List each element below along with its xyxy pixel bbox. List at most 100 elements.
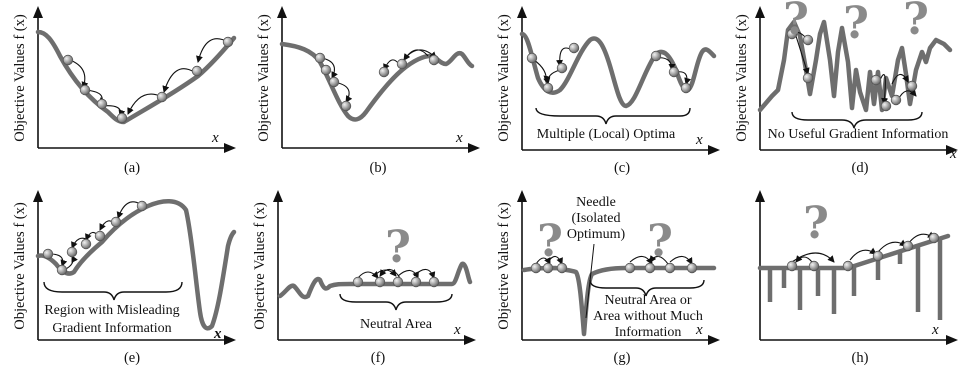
panel-d-question-mark-2: ? bbox=[843, 0, 869, 49]
panel-b-ball bbox=[320, 64, 332, 76]
panel-e-caption: (e) bbox=[124, 350, 140, 366]
panel-a-ball bbox=[79, 84, 91, 96]
panel-a-arrow-1 bbox=[69, 59, 89, 89]
panel-f: Objective Values f (x) x ? Neutral Area … bbox=[252, 190, 476, 366]
panel-h-ball bbox=[808, 260, 820, 272]
panel-d-question-mark-3: ? bbox=[903, 0, 929, 45]
panel-d-caption: (d) bbox=[852, 160, 869, 176]
panel-d-annotation: No Useful Gradient Information bbox=[768, 127, 949, 142]
panel-g-y-arrowhead bbox=[517, 190, 527, 202]
panel-b-ball bbox=[378, 66, 390, 78]
panel-h-ball bbox=[786, 260, 798, 272]
panel-e-brace bbox=[43, 281, 183, 301]
panel-h-ball bbox=[872, 250, 884, 262]
panel-b-y-arrowhead bbox=[277, 6, 287, 18]
panel-d: Objective Values f (x) x ? ? ? No Useful… bbox=[734, 0, 958, 176]
panel-c-arrow-3 bbox=[543, 69, 561, 85]
panel-h-ball bbox=[842, 260, 854, 272]
panel-a-ball bbox=[156, 91, 168, 103]
panel-f-caption: (f) bbox=[371, 350, 386, 366]
panel-a-ball bbox=[62, 54, 74, 66]
panel-c-ball bbox=[680, 82, 692, 94]
panel-h-ball bbox=[902, 240, 914, 252]
panel-a-y-label: Objective Values f (x) bbox=[12, 14, 28, 142]
panel-e-landscape-curve bbox=[35, 199, 237, 331]
panel-c-ball bbox=[650, 50, 662, 62]
panel-g-x-label: x bbox=[695, 322, 703, 338]
panel-f-brace bbox=[339, 293, 453, 311]
panel-d-x-label: x bbox=[949, 146, 957, 162]
panel-f-x-arrowhead bbox=[464, 335, 476, 345]
panel-e-y-label: Objective Values f (x) bbox=[12, 202, 28, 330]
panel-c-ball bbox=[668, 66, 680, 78]
panel-h-arrow-1 bbox=[791, 252, 835, 263]
panel-a-caption: (a) bbox=[124, 160, 140, 176]
panel-d-ball bbox=[870, 74, 882, 86]
panel-g-neutral-line-3: Information bbox=[615, 325, 682, 340]
panel-f-arrow-1 bbox=[357, 271, 379, 279]
panel-g-arrow-2 bbox=[547, 255, 563, 265]
panel-b-landscape-curve bbox=[279, 41, 475, 122]
panel-a-arrow-6 bbox=[127, 93, 161, 115]
panel-e-y-arrowhead bbox=[33, 190, 43, 202]
panel-c-y-arrowhead bbox=[517, 6, 527, 18]
panel-b-caption: (b) bbox=[370, 160, 387, 176]
panel-d-arrow-4 bbox=[891, 73, 909, 85]
panel-b-ball bbox=[328, 76, 340, 88]
panel-a-ball bbox=[96, 98, 108, 110]
panel-f-x-label: x bbox=[453, 322, 461, 338]
panel-e-arrow-6 bbox=[116, 201, 141, 219]
panel-e-annotation-line-1: Region with Misleading bbox=[44, 303, 179, 318]
panel-b-ball bbox=[340, 100, 352, 112]
panel-f-question-mark: ? bbox=[385, 222, 411, 273]
panel-g-y-label: Objective Values f (x) bbox=[496, 202, 512, 330]
panel-g-brace bbox=[589, 279, 705, 297]
panel-c-ball bbox=[526, 52, 538, 64]
panel-e-ball bbox=[136, 200, 148, 212]
panel-h-arrow-3 bbox=[849, 247, 877, 261]
panel-d-ball bbox=[802, 34, 814, 46]
panel-b-ball bbox=[396, 58, 408, 70]
panel-a-ball bbox=[191, 65, 203, 77]
panel-d-ball bbox=[880, 100, 892, 112]
panel-g-ball bbox=[644, 262, 656, 274]
panel-a-ball bbox=[222, 36, 234, 48]
panel-d-brace bbox=[791, 111, 923, 129]
panel-f-annotation: Neutral Area bbox=[360, 317, 433, 332]
panel-g-ball bbox=[686, 262, 698, 274]
panel-e-ball bbox=[56, 264, 68, 276]
panel-d-ball bbox=[786, 28, 798, 40]
panel-g-ball bbox=[542, 262, 554, 274]
panel-f-arrow-4 bbox=[397, 269, 419, 279]
panel-a-x-arrowhead bbox=[224, 143, 236, 153]
panel-c-y-label: Objective Values f (x) bbox=[496, 14, 512, 142]
panel-e-ball bbox=[110, 216, 122, 228]
panel-a-x-label: x bbox=[211, 130, 219, 146]
panel-c-x-label: x bbox=[695, 132, 703, 148]
panel-e-ball bbox=[94, 230, 106, 242]
panel-g-neutral-line-1: Neutral Area or bbox=[604, 293, 691, 308]
panel-d-y-arrowhead bbox=[755, 6, 765, 18]
panel-h-arrow-2 bbox=[795, 255, 813, 263]
panel-f-landscape-curve bbox=[277, 261, 473, 300]
panel-d-ball bbox=[906, 80, 918, 92]
panel-g-arrow-4 bbox=[649, 255, 669, 265]
panel-g-arrow-1 bbox=[535, 257, 551, 265]
panel-f-ball bbox=[392, 276, 404, 288]
panel-h-question-mark: ? bbox=[803, 198, 829, 249]
panel-g-ball bbox=[624, 262, 636, 274]
panel-d-landscape-curve bbox=[757, 19, 953, 113]
panel-c-caption: (c) bbox=[614, 160, 630, 176]
panel-b-y-label: Objective Values f (x) bbox=[256, 14, 272, 142]
panel-d-y-label: Objective Values f (x) bbox=[734, 14, 750, 142]
panel-g-x-arrowhead bbox=[708, 335, 720, 345]
panel-e: Objective Values f (x) x Region with Mis… bbox=[12, 190, 237, 366]
panel-c-annotation: Multiple (Local) Optima bbox=[537, 127, 676, 142]
panel-f-y-arrowhead bbox=[273, 190, 283, 202]
panel-a-arrow-5 bbox=[162, 68, 195, 93]
panel-b-ball bbox=[314, 52, 326, 64]
panel-e-ball bbox=[66, 246, 78, 258]
panel-g: Objective Values f (x) x ? ? Needle (Iso… bbox=[496, 190, 720, 366]
panel-h: x ? (h) bbox=[755, 190, 958, 366]
